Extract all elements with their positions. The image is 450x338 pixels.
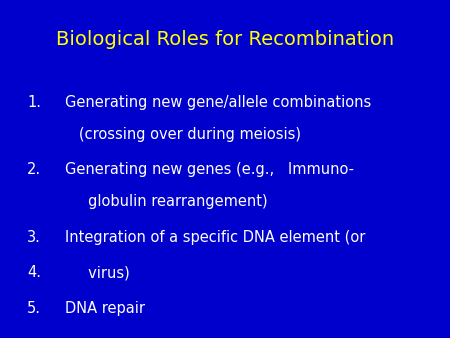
Text: virus): virus) (65, 265, 130, 280)
Text: Integration of a specific DNA element (or: Integration of a specific DNA element (o… (65, 230, 365, 245)
Text: 2.: 2. (27, 162, 41, 177)
Text: Generating new genes (e.g.,   Immuno-: Generating new genes (e.g., Immuno- (65, 162, 354, 177)
Text: Biological Roles for Recombination: Biological Roles for Recombination (56, 30, 394, 49)
Text: 4.: 4. (27, 265, 41, 280)
Text: 3.: 3. (27, 230, 41, 245)
Text: 5.: 5. (27, 301, 41, 316)
Text: globulin rearrangement): globulin rearrangement) (65, 194, 268, 209)
Text: 1.: 1. (27, 95, 41, 110)
Text: Generating new gene/allele combinations: Generating new gene/allele combinations (65, 95, 372, 110)
Text: DNA repair: DNA repair (65, 301, 145, 316)
Text: (crossing over during meiosis): (crossing over during meiosis) (65, 127, 301, 142)
